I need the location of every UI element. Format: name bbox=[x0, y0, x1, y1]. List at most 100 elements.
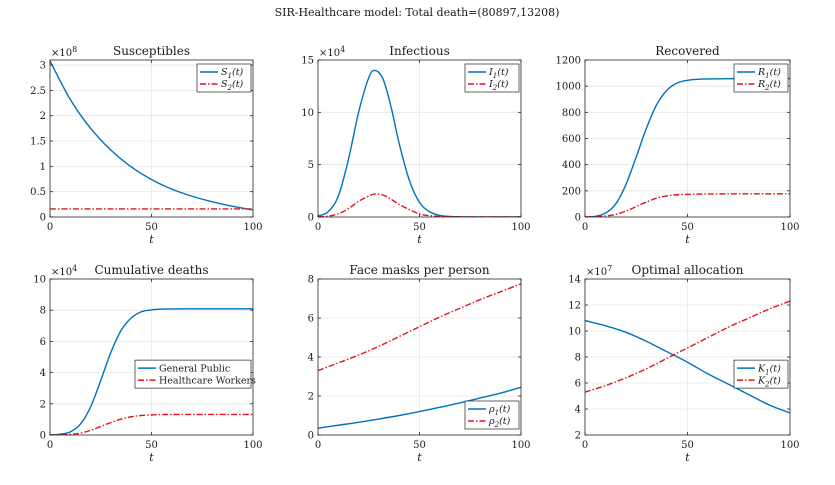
legend-label: S1(t) bbox=[221, 67, 244, 80]
y-tick-label: 6 bbox=[308, 314, 314, 325]
legend-subscript: 2 bbox=[764, 380, 770, 388]
x-tick-label: 50 bbox=[681, 440, 694, 451]
y-tick-label: 2 bbox=[308, 392, 314, 403]
x-tick-label: 0 bbox=[582, 222, 588, 233]
y-tick-label: 10 bbox=[33, 275, 46, 286]
legend-box bbox=[733, 359, 789, 389]
legend-label: K2(t) bbox=[757, 375, 781, 388]
y-tick-label: 4 bbox=[40, 368, 46, 379]
legend-label: General Public bbox=[159, 363, 230, 374]
x-axis-label: t bbox=[417, 233, 422, 246]
x-tick-label: 50 bbox=[413, 222, 426, 233]
x-axis-label: t bbox=[685, 233, 690, 246]
y-tick-label: 2 bbox=[40, 111, 46, 122]
panel-title: Cumulative deaths bbox=[94, 263, 208, 277]
legend-symbol: ρ bbox=[488, 404, 495, 415]
legend-subscript: 1 bbox=[765, 72, 769, 80]
legend-symbol: I bbox=[488, 79, 493, 90]
legend-label: S2(t) bbox=[221, 79, 244, 92]
x-tick-label: 100 bbox=[511, 440, 530, 451]
legend-argument: (t) bbox=[499, 416, 511, 427]
legend: S1(t)S2(t) bbox=[196, 63, 252, 93]
y-tick-label: 1.5 bbox=[30, 137, 46, 148]
y-tick-label: 15 bbox=[301, 56, 314, 67]
legend-symbol: R bbox=[757, 67, 765, 78]
legend-argument: (t) bbox=[497, 79, 509, 90]
legend-box bbox=[464, 63, 520, 93]
x-tick-label: 0 bbox=[315, 222, 321, 233]
legend-symbol: I bbox=[488, 67, 493, 78]
legend-argument: (t) bbox=[770, 79, 782, 90]
legend-subscript: 1 bbox=[765, 368, 769, 376]
axis-exponent: ×107 bbox=[586, 264, 612, 278]
series-line bbox=[50, 413, 253, 435]
panel-title: Susceptibles bbox=[113, 44, 190, 58]
y-tick-label: 6 bbox=[40, 337, 46, 348]
y-tick-label: 10 bbox=[301, 108, 314, 119]
y-tick-label: 0 bbox=[40, 213, 46, 224]
y-tick-label: 0 bbox=[308, 213, 314, 224]
legend-label: R2(t) bbox=[757, 79, 781, 92]
y-tick-label: 2 bbox=[40, 399, 46, 410]
legend-symbol: R bbox=[757, 79, 765, 90]
legend-argument: (t) bbox=[770, 363, 782, 374]
legend-argument: (t) bbox=[770, 67, 782, 78]
legend: K1(t)K2(t) bbox=[733, 359, 789, 389]
y-tick-label: 8 bbox=[575, 353, 581, 364]
x-tick-label: 100 bbox=[780, 440, 799, 451]
y-tick-label: 6 bbox=[575, 379, 581, 390]
series-line bbox=[585, 319, 790, 414]
legend-subscript: 1 bbox=[495, 409, 499, 417]
y-tick-label: 5 bbox=[308, 160, 314, 171]
legend-label: ρ2(t) bbox=[488, 416, 511, 429]
y-tick-label: 0 bbox=[40, 431, 46, 442]
y-tick-label: 1 bbox=[40, 162, 46, 173]
legend-subscript: 2 bbox=[764, 84, 770, 92]
x-axis-label: t bbox=[149, 451, 154, 464]
legend-subscript: 2 bbox=[494, 421, 500, 429]
y-tick-label: 10 bbox=[568, 327, 581, 338]
x-tick-label: 0 bbox=[582, 440, 588, 451]
exponent-base: ×10 bbox=[319, 48, 340, 59]
y-tick-label: 1200 bbox=[556, 56, 581, 67]
panel-title: Optimal allocation bbox=[632, 263, 744, 277]
legend-label: R1(t) bbox=[757, 67, 781, 80]
exponent-power: 4 bbox=[72, 264, 77, 273]
legend-argument: (t) bbox=[232, 67, 244, 78]
legend-label: I2(t) bbox=[488, 79, 509, 92]
exponent-power: 8 bbox=[72, 45, 77, 54]
legend-box bbox=[134, 359, 252, 389]
legend-subscript: 2 bbox=[492, 84, 498, 92]
x-tick-label: 0 bbox=[47, 440, 53, 451]
axis-exponent: ×104 bbox=[51, 264, 77, 278]
legend-label: ρ1(t) bbox=[488, 404, 511, 417]
y-tick-label: 600 bbox=[562, 134, 581, 145]
x-axis-label: t bbox=[685, 451, 690, 464]
x-axis-label: t bbox=[149, 233, 154, 246]
y-tick-label: 2.5 bbox=[30, 86, 46, 97]
x-tick-label: 50 bbox=[681, 222, 694, 233]
y-tick-label: 200 bbox=[562, 186, 581, 197]
x-tick-label: 50 bbox=[145, 222, 158, 233]
exponent-base: ×10 bbox=[51, 48, 72, 59]
legend: ρ1(t)ρ2(t) bbox=[464, 400, 520, 430]
series-line bbox=[318, 283, 521, 372]
exponent-power: 7 bbox=[607, 264, 612, 273]
legend-symbol: K bbox=[757, 363, 766, 374]
exponent-base: ×10 bbox=[586, 267, 607, 278]
y-tick-label: 4 bbox=[575, 405, 581, 416]
x-tick-label: 50 bbox=[413, 440, 426, 451]
x-tick-label: 100 bbox=[243, 222, 262, 233]
y-tick-label: 800 bbox=[562, 108, 581, 119]
legend-subscript: 1 bbox=[493, 72, 497, 80]
exponent-base: ×10 bbox=[51, 267, 72, 278]
x-tick-label: 50 bbox=[145, 440, 158, 451]
legend-argument: (t) bbox=[770, 375, 782, 386]
x-tick-label: 100 bbox=[780, 222, 799, 233]
legend-symbol: S bbox=[221, 79, 228, 90]
